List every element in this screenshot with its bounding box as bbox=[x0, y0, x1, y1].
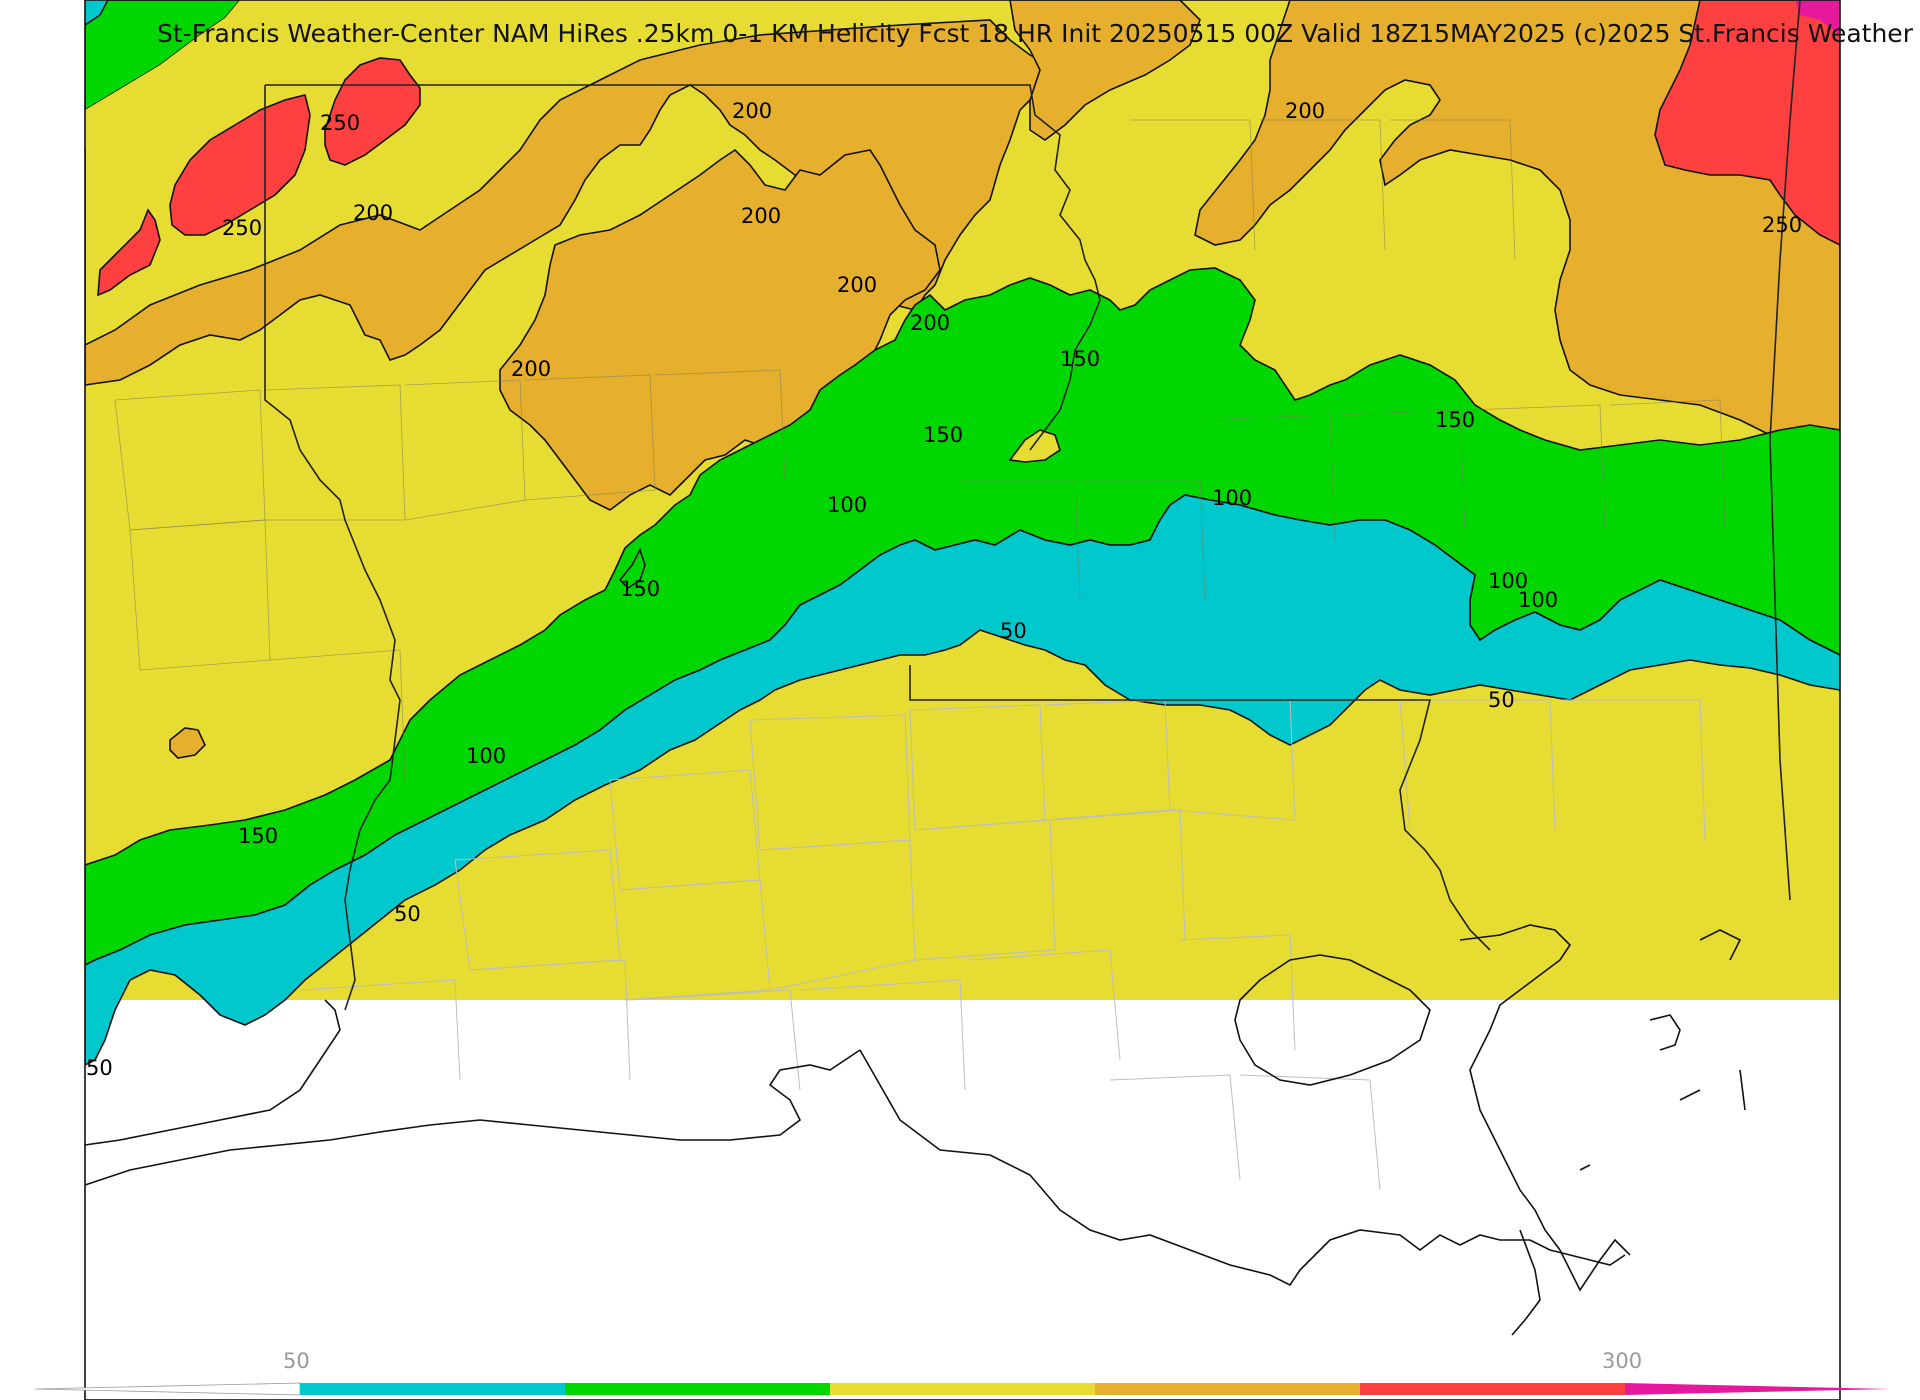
colorbar-segment bbox=[300, 1383, 565, 1395]
contour-label: 50 bbox=[1000, 619, 1027, 643]
contour-label: 50 bbox=[86, 1056, 113, 1080]
colorbar: 50 300 bbox=[34, 1349, 1890, 1396]
band-200-250-north-central bbox=[1009, 0, 1201, 141]
county-lines bbox=[114, 119, 1726, 1191]
contour-label: 100 bbox=[1488, 569, 1528, 593]
band-150-200-corner bbox=[85, 0, 290, 150]
band-50-100-main bbox=[85, 494, 1840, 1066]
contour-label: 200 bbox=[741, 204, 781, 228]
contour-label: 150 bbox=[1060, 347, 1100, 371]
contour-label: 150 bbox=[1435, 408, 1475, 432]
band-250-300-west-b bbox=[169, 94, 311, 236]
colorbar-segment bbox=[565, 1383, 830, 1395]
contour-label: 200 bbox=[837, 273, 877, 297]
map-frame bbox=[84, 0, 1841, 1400]
colorbar-segment bbox=[1360, 1383, 1625, 1395]
contour-label: 150 bbox=[923, 423, 963, 447]
band-50-100-corner bbox=[85, 0, 108, 25]
contour-label: 250 bbox=[222, 216, 262, 240]
colorbar-min-label: 50 bbox=[283, 1349, 310, 1373]
contour-label: 200 bbox=[732, 99, 772, 123]
band-250-300-northeast bbox=[1654, 0, 1840, 246]
contour-label: 100 bbox=[827, 493, 867, 517]
colorbar-max-label: 300 bbox=[1602, 1349, 1642, 1373]
colorbar-segment bbox=[1095, 1383, 1360, 1395]
band-300-plus-corner bbox=[1795, 0, 1840, 35]
colorbar-extend-high bbox=[1625, 1383, 1890, 1395]
coastline bbox=[84, 924, 1746, 1336]
state-lines bbox=[264, 0, 1801, 1011]
contour-label: 200 bbox=[511, 357, 551, 381]
patch-100-150-small bbox=[618, 547, 646, 590]
contour-label: 250 bbox=[320, 111, 360, 135]
contour-label: 200 bbox=[1285, 99, 1325, 123]
contour-label: 250 bbox=[1762, 213, 1802, 237]
contour-label: 50 bbox=[394, 902, 421, 926]
contour-label-layer: 250 250 200 200 200 200 200 200 200 250 150 150 150 1… bbox=[86, 99, 1802, 1080]
contour-label: 200 bbox=[353, 201, 393, 225]
colorbar-extend-low bbox=[34, 1382, 301, 1396]
map-title: St-Francis Weather-Center NAM HiRes .25k… bbox=[157, 19, 1914, 48]
helicity-fill-layer bbox=[85, 0, 1840, 1066]
contour-label: 100 bbox=[1212, 486, 1252, 510]
patch-200-250-small-west bbox=[169, 727, 206, 759]
contour-label: 150 bbox=[620, 577, 660, 601]
contour-label: 150 bbox=[238, 824, 278, 848]
contour-label: 100 bbox=[1518, 588, 1558, 612]
contour-label: 100 bbox=[466, 744, 506, 768]
contour-label: 200 bbox=[910, 311, 950, 335]
patch-150-200-small-south bbox=[1008, 429, 1061, 463]
colorbar-segment bbox=[830, 1383, 1095, 1395]
contour-label: 50 bbox=[1488, 688, 1515, 712]
band-250-300-west-a bbox=[97, 208, 161, 297]
